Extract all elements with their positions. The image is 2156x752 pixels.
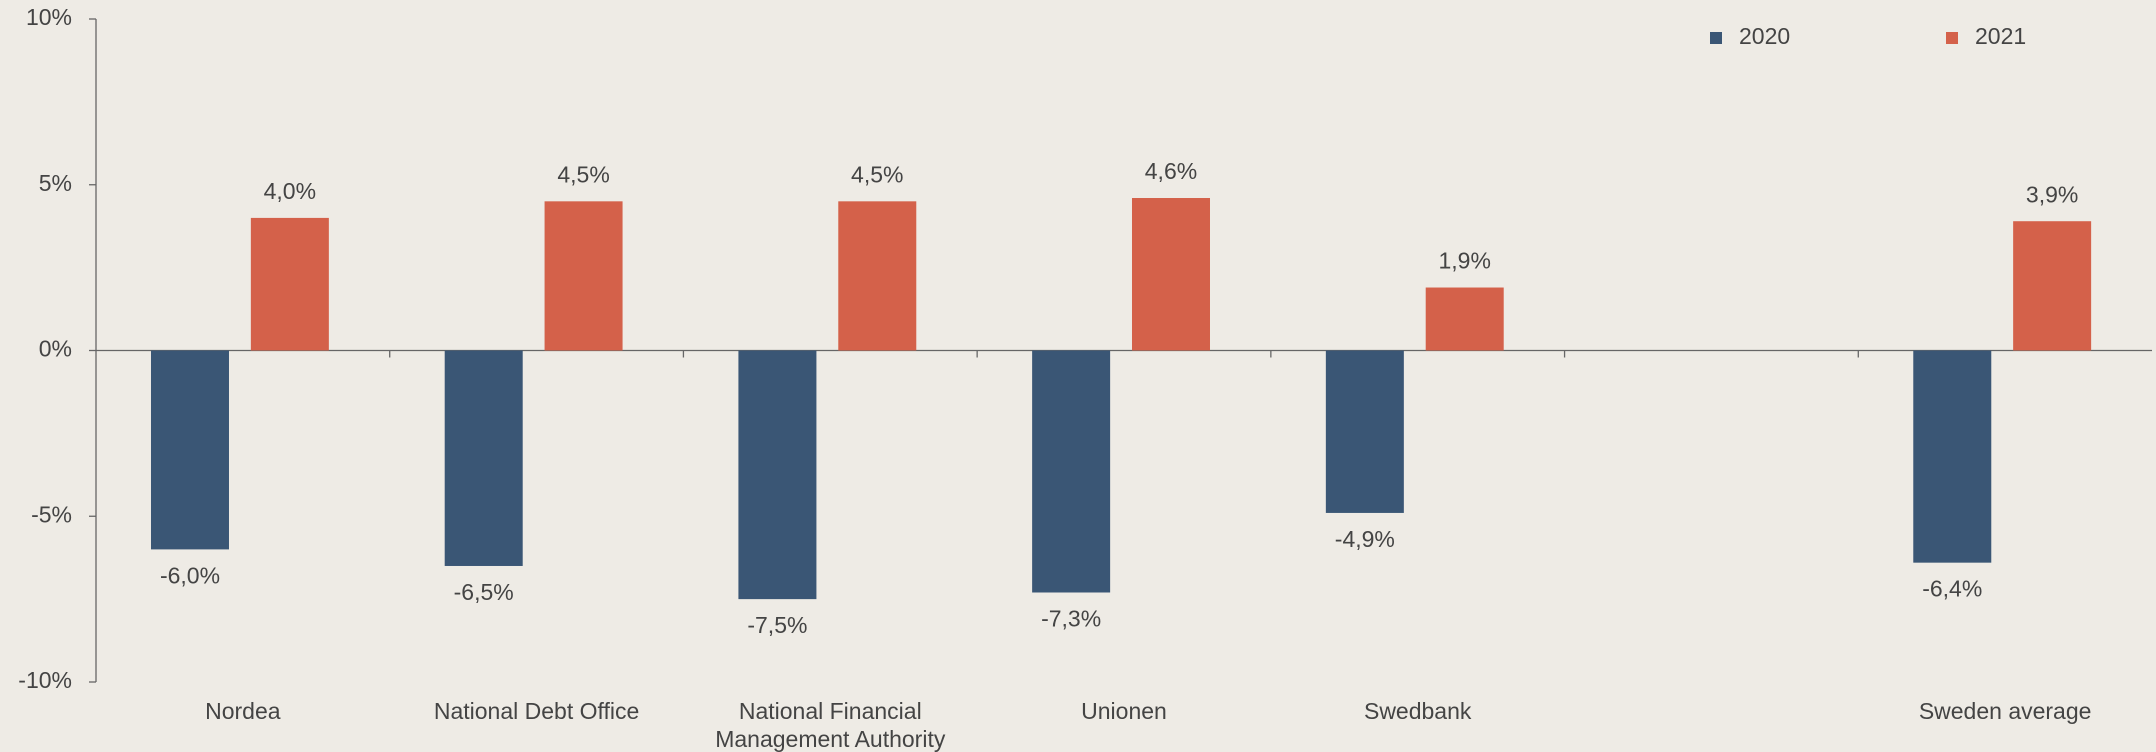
x-tick-label: National Financial Management Authority <box>715 698 946 752</box>
value-label: -7,5% <box>747 612 807 638</box>
y-tick-label: 0% <box>39 336 72 362</box>
value-label: -6,4% <box>1922 576 1982 602</box>
bar <box>1131 198 1210 351</box>
y-tick-label: 10% <box>26 4 72 30</box>
y-tick-label: 5% <box>39 170 72 196</box>
value-label: 4,6% <box>1145 158 1197 184</box>
bar <box>444 350 523 566</box>
bar <box>1425 287 1504 351</box>
bar <box>150 350 229 550</box>
y-tick-label: -5% <box>31 501 72 527</box>
y-tick-label: -10% <box>18 667 72 693</box>
value-label: 4,5% <box>557 161 609 187</box>
value-label: 3,9% <box>2026 181 2078 207</box>
x-tick-label: Sweden average <box>1918 698 2092 724</box>
value-label: -6,0% <box>160 562 220 588</box>
value-label: 4,5% <box>851 161 903 187</box>
legend-swatch <box>1710 32 1722 44</box>
bar <box>838 201 917 351</box>
bar <box>738 350 817 600</box>
x-tick-label: Unionen <box>1081 698 1167 724</box>
bar <box>1913 350 1992 563</box>
bar <box>2013 221 2092 351</box>
bar <box>1032 350 1111 593</box>
value-label: -4,9% <box>1335 526 1395 552</box>
legend-label: 2020 <box>1739 23 1790 49</box>
value-label: -6,5% <box>454 579 514 605</box>
legend-label: 2021 <box>1975 23 2026 49</box>
x-tick-label: Swedbank <box>1363 698 1472 724</box>
bar <box>1325 350 1404 513</box>
value-label: 1,9% <box>1438 248 1490 274</box>
x-tick-label: Nordea <box>205 698 281 724</box>
legend-swatch <box>1946 32 1958 44</box>
bar <box>250 217 329 351</box>
value-label: 4,0% <box>264 178 316 204</box>
bar <box>544 201 623 351</box>
x-tick-label: National Debt Office <box>433 698 640 724</box>
value-label: -7,3% <box>1041 606 1101 632</box>
